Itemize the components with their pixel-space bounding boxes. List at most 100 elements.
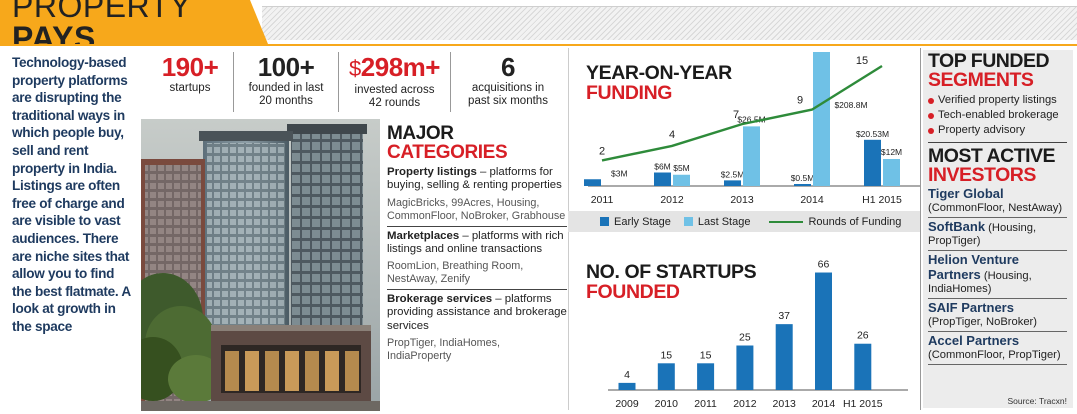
funding-bar-early [864, 139, 881, 186]
column-divider [920, 48, 921, 410]
investor-item: SoftBank (Housing, PropTiger) [928, 218, 1067, 251]
stat-label: invested across 42 rounds [354, 84, 435, 109]
stat-value: 100+ [257, 52, 315, 82]
legend-item-last: Last Stage [683, 216, 750, 228]
startups-bar-label: 25 [739, 332, 751, 344]
startups-x-tick: 2013 [773, 398, 797, 410]
funding-rounds-label: 9 [797, 95, 803, 107]
funding-bar-label-last: $208.8M [834, 100, 867, 110]
category-brokerage: Brokerage services – platforms providing… [387, 290, 567, 366]
startups-x-tick: H1 2015 [843, 398, 883, 410]
funding-x-tick: 2011 [591, 194, 614, 206]
legend-item-rounds: Rounds of Funding [763, 216, 901, 228]
startups-bar [854, 343, 872, 390]
funding-x-tick: 2012 [660, 194, 684, 206]
investor-item: Accel Partners (CommonFloor, PropTiger) [928, 332, 1067, 365]
legend-item-early: Early Stage [600, 216, 671, 228]
category-desc-text: – platforms for buying, selling & rentin… [387, 166, 562, 192]
startups-bar-label: 66 [818, 259, 830, 271]
category-examples: MagicBricks, 99Acres, Housing, CommonFlo… [387, 196, 566, 222]
stat-label: startups [169, 82, 211, 94]
funding-bar-label-early: $0.5M [791, 173, 815, 183]
legend-swatch-early [600, 217, 609, 226]
startups-bar-label: 15 [660, 349, 672, 361]
investor-name: SoftBank [928, 219, 986, 234]
startups-chart: 4 2009 15 2010 15 2011 25 2012 37 2013 66 2014 26 H1 … [608, 259, 908, 410]
funding-bar-label-early: $2.5M [721, 169, 745, 179]
section-divider [928, 142, 1067, 143]
investor-detail: (CommonFloor, NestAway) [928, 202, 1063, 214]
funding-bar-label-last: $5M [673, 163, 690, 173]
stat-value: 190+ [161, 52, 219, 82]
stats-row: 190+ startups 100+ founded in last 20 mo… [147, 52, 565, 114]
stat-acquisitions: 6 acquisitions in past six months [451, 52, 565, 112]
header-rule [0, 44, 1077, 46]
segment-label: Property advisory [938, 124, 1026, 136]
category-name: Property listings [387, 166, 477, 178]
stat-label: acquisitions in past six months [468, 82, 548, 107]
category-desc-text: – platforms providing assistance and bro… [387, 293, 567, 332]
startups-bar [736, 345, 754, 390]
funding-bar-early [654, 172, 671, 186]
category-description: Marketplaces – platforms with rich listi… [387, 230, 567, 257]
major-categories: MAJOR CATEGORIES Property listings – pla… [387, 124, 567, 366]
funding-chart-title-a: YEAR-ON-YEAR [586, 62, 732, 84]
startups-x-tick: 2011 [694, 398, 717, 410]
segments-title-a: TOP FUNDED [928, 50, 1050, 72]
stat-value: 6 [501, 52, 515, 82]
funding-bar-label-last: $12M [881, 147, 902, 157]
list-item: Property advisory [928, 123, 1067, 138]
category-name: Marketplaces [387, 229, 460, 242]
segments-list: Verified property listings Tech-enabled … [928, 93, 1067, 138]
startups-x-tick: 2014 [812, 398, 836, 410]
funding-rounds-label: 7 [733, 109, 739, 121]
funding-bar-last [673, 174, 690, 186]
investor-name: Tiger Global [928, 186, 1004, 201]
funding-bar-label-early: $6M [654, 162, 671, 172]
header: PROPERTY PAYS [0, 0, 1077, 44]
right-panel: TOP FUNDED SEGMENTS Verified property li… [923, 50, 1073, 408]
funding-rounds-line [601, 64, 883, 162]
segment-label: Tech-enabled brokerage [938, 109, 1059, 121]
startups-bar [815, 272, 832, 390]
investor-detail: (Housing, IndiaHomes) [928, 270, 1032, 295]
funding-rounds-label: 2 [599, 145, 605, 157]
investor-detail: (Housing, PropTiger) [928, 222, 1037, 247]
page-title: PROPERTY PAYS [12, 0, 268, 56]
list-item: Tech-enabled brokerage [928, 108, 1067, 123]
legend-swatch-last [683, 217, 693, 226]
funding-bar-last [743, 126, 760, 186]
category-name: Brokerage services [387, 293, 493, 306]
stat-invested: $298m+ invested across 42 rounds [339, 52, 451, 112]
startups-bar-label: 15 [700, 349, 712, 361]
startups-bar-label: 26 [857, 330, 869, 342]
investor-detail: (CommonFloor, PropTiger) [928, 349, 1061, 361]
startups-bar-label: 37 [778, 310, 790, 322]
funding-bar-label-early: $20.53M [856, 129, 889, 139]
building-illustration [141, 119, 380, 411]
page-title-bold: PAYS [12, 20, 96, 56]
investor-detail: (PropTiger, NoBroker) [928, 316, 1038, 328]
header-tab: PROPERTY PAYS [0, 0, 268, 44]
funding-bar-last [883, 159, 900, 186]
page-title-light: PROPERTY [12, 0, 191, 24]
legend-label: Early Stage [614, 215, 671, 228]
stat-value-main: 298m+ [360, 52, 441, 82]
startups-bar [697, 363, 715, 390]
funding-x-tick: 2014 [800, 194, 824, 206]
startups-x-tick: 2009 [615, 398, 639, 410]
category-examples: RoomLion, Breathing Room, NestAway, Zeni… [387, 260, 524, 286]
startups-x-tick: 2010 [655, 398, 679, 410]
startups-bar [775, 324, 793, 390]
funding-chart-title-b: FUNDING [586, 82, 673, 104]
bullet-icon [928, 127, 934, 134]
funding-bar-early [794, 184, 811, 186]
startups-chart-title-b: FOUNDED [586, 281, 680, 303]
funding-chart: $3M 2011 $6M $5M 2012 $2.5M $26.5M 2013 $0.5M $20… [584, 52, 920, 206]
funding-x-tick: 2013 [730, 194, 754, 206]
categories-title-b: CATEGORIES [387, 142, 508, 163]
legend-label: Rounds of Funding [808, 215, 902, 228]
category-property-listings: Property listings – platforms for buying… [387, 162, 567, 227]
funding-x-tick: H1 2015 [862, 194, 902, 206]
bullet-icon [928, 112, 934, 119]
